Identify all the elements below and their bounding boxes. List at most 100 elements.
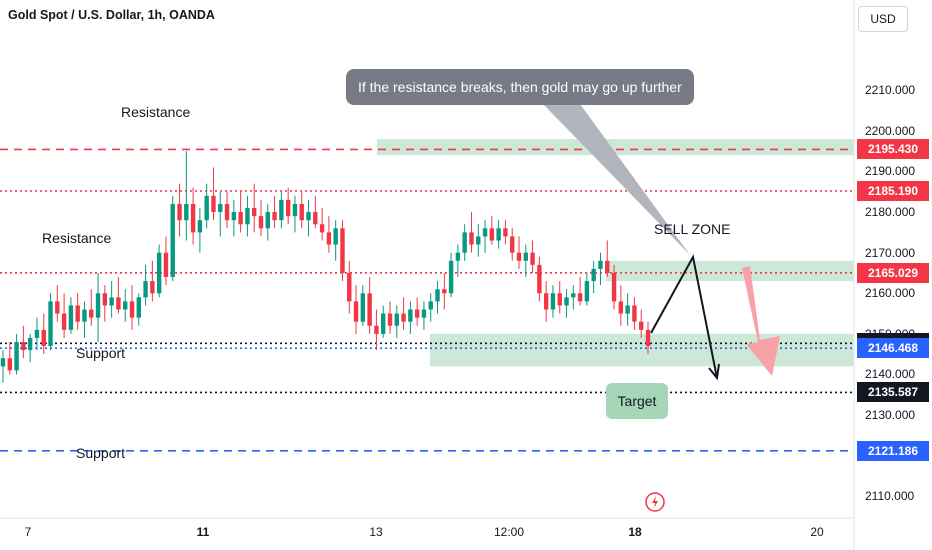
candle-body xyxy=(611,272,617,302)
candle-body xyxy=(82,309,87,322)
target-arrow-head xyxy=(708,363,720,381)
candle xyxy=(476,224,481,257)
candle xyxy=(598,252,603,286)
candle xyxy=(82,301,87,338)
candle xyxy=(571,285,576,310)
candle-body xyxy=(448,260,454,294)
candle xyxy=(326,216,332,253)
candle-body xyxy=(177,203,182,221)
candle-body xyxy=(469,232,474,245)
candle xyxy=(618,285,624,326)
price-tag: 2185.190 xyxy=(857,181,929,201)
candle xyxy=(557,281,562,314)
currency-button[interactable]: USD xyxy=(858,6,908,32)
candle xyxy=(55,285,60,322)
resistance-label-top: Resistance xyxy=(121,104,191,120)
candle xyxy=(75,293,80,330)
candle-body xyxy=(333,228,338,245)
candle-body xyxy=(143,281,148,298)
support-label-low: Support xyxy=(76,445,126,461)
candle xyxy=(455,244,461,278)
candle xyxy=(394,305,399,338)
candle-body xyxy=(258,216,264,229)
candle-body xyxy=(285,199,291,217)
candle xyxy=(143,264,148,306)
candle-body xyxy=(414,309,420,318)
candle xyxy=(184,151,189,241)
candle-body xyxy=(367,293,372,326)
candle-body xyxy=(571,293,576,298)
candle-body xyxy=(14,341,19,371)
candle xyxy=(347,260,352,314)
candle-body xyxy=(476,236,481,245)
candle xyxy=(170,195,175,282)
replay-icon[interactable] xyxy=(645,492,665,512)
candle-body xyxy=(591,268,596,282)
candle-body xyxy=(401,313,406,322)
candle xyxy=(516,236,522,269)
candle-body xyxy=(618,301,624,314)
x-tick-label: 13 xyxy=(369,525,383,539)
candle-body xyxy=(102,293,108,306)
candle-body xyxy=(537,264,542,294)
candle-body xyxy=(523,252,528,261)
candle-body xyxy=(374,325,379,334)
candle-body xyxy=(625,305,630,314)
candle-body xyxy=(313,212,318,225)
candle xyxy=(197,208,203,253)
candle xyxy=(7,341,12,375)
candle xyxy=(129,285,135,330)
candle-body xyxy=(381,313,386,334)
candle xyxy=(353,285,359,334)
candle-body xyxy=(21,341,26,351)
candle xyxy=(245,195,250,237)
candle xyxy=(89,289,94,326)
candle-body xyxy=(7,358,12,371)
y-tick-label: 2140.000 xyxy=(865,367,916,382)
y-tick-label: 2180.000 xyxy=(865,205,916,220)
candle-body xyxy=(224,203,230,221)
candle-body xyxy=(428,301,433,310)
candle-body xyxy=(184,203,189,221)
x-tick-label: 7 xyxy=(24,525,32,539)
candle-body xyxy=(510,236,515,253)
candle-body xyxy=(204,195,209,221)
candle xyxy=(408,301,413,334)
candle xyxy=(190,187,196,245)
y-tick-label: 2210.000 xyxy=(865,83,916,98)
candle xyxy=(591,260,596,294)
candle-body xyxy=(252,208,257,217)
candle-body xyxy=(163,252,169,278)
candle xyxy=(421,301,427,330)
candle-body xyxy=(75,305,80,322)
candle-body xyxy=(387,313,393,326)
candle xyxy=(116,277,121,314)
support-green-zone xyxy=(430,333,854,367)
candle-body xyxy=(89,309,94,318)
candle-body xyxy=(150,281,155,294)
candle xyxy=(272,195,277,229)
candle xyxy=(252,183,257,233)
upper-green-zone xyxy=(377,138,854,156)
candle-body xyxy=(245,208,250,225)
candle-body xyxy=(442,289,447,294)
candle-body xyxy=(231,212,237,221)
candle xyxy=(34,317,40,351)
candle-body xyxy=(299,203,304,221)
candle-body xyxy=(340,228,345,273)
zones-layer xyxy=(377,138,854,367)
candle-body xyxy=(489,228,495,241)
x-tick-label: 12:00 xyxy=(493,525,525,539)
candles-layer xyxy=(0,151,651,383)
candle-body xyxy=(577,293,583,302)
candle xyxy=(258,199,264,237)
support-label-mid: Support xyxy=(76,345,126,361)
y-tick-label: 2190.000 xyxy=(865,164,916,179)
candle-body xyxy=(455,252,461,261)
candle-body xyxy=(292,203,298,217)
resistance-label-mid: Resistance xyxy=(42,230,112,246)
candle xyxy=(482,220,488,253)
candle xyxy=(469,212,474,253)
chart-title: Gold Spot / U.S. Dollar, 1h, OANDA xyxy=(8,8,215,22)
